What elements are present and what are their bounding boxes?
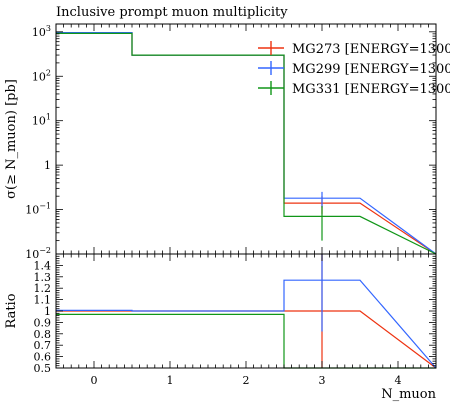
x-tick-label: 0 (91, 374, 98, 387)
ratio-series-layer (56, 254, 437, 369)
main-series-layer (56, 32, 437, 255)
ratio-y-tick-label: 0.9 (34, 316, 52, 329)
x-axis-label-text: N_muon (381, 387, 436, 402)
x-axis-label: N_muon (381, 387, 436, 402)
legend-entry-1: MG299 [ENERGY=13000] (292, 62, 450, 77)
x-tick-label: 3 (319, 374, 326, 387)
y-tick-label: 10−1 (25, 202, 51, 217)
y-axis-labels: σ(≥ N_muon) [pb] Ratio (4, 79, 19, 328)
ratio-y-tick-label: 1.1 (34, 294, 52, 307)
main-frame (55, 23, 437, 255)
ratio-y-axis-label: Ratio (4, 293, 19, 328)
y-tick-label: 102 (32, 68, 51, 83)
ratio-y-tick-label: 0.7 (34, 339, 52, 352)
ratio-y-tick-label: 0.8 (34, 328, 52, 341)
ratio-series-2-line (56, 313, 436, 369)
x-tick-label: 4 (395, 374, 402, 387)
legend: MG273 [ENERGY=13000] MG299 [ENERGY=13000]… (258, 41, 450, 97)
y-tick-label: 103 (32, 24, 51, 39)
x-tick-label: 2 (243, 374, 250, 387)
legend-entry-2: MG331 [ENERGY=13000] (292, 82, 450, 97)
ratio-y-tick-label: 1.2 (34, 282, 52, 295)
x-tick-labels: 0 1 2 3 4 (91, 374, 402, 387)
y-tick-label: 1 (44, 159, 51, 172)
ratio-y-tick-label: 1.4 (34, 259, 52, 272)
legend-entry-0: MG273 [ENERGY=13000] (292, 42, 450, 57)
y-tick-label: 101 (32, 113, 51, 128)
ratio-series-0-line (56, 310, 437, 369)
ratio-y-tick-label: 0.5 (34, 362, 52, 375)
ratio-panel: 0.50.60.70.80.911.11.21.31.4 (34, 253, 437, 375)
ratio-y-tick-label: 1 (44, 305, 51, 318)
ratio-axes: 0.50.60.70.80.911.11.21.31.4 (34, 253, 437, 375)
x-tick-label: 1 (167, 374, 174, 387)
ratio-y-tick-label: 1.3 (34, 271, 52, 284)
main-series-2-line (56, 32, 437, 255)
ratio-y-tick-label: 0.6 (34, 351, 52, 364)
chart-title: Inclusive prompt muon multiplicity (56, 5, 288, 20)
ratio-series-1-line (56, 279, 437, 369)
main-y-axis-label: σ(≥ N_muon) [pb] (4, 79, 19, 199)
